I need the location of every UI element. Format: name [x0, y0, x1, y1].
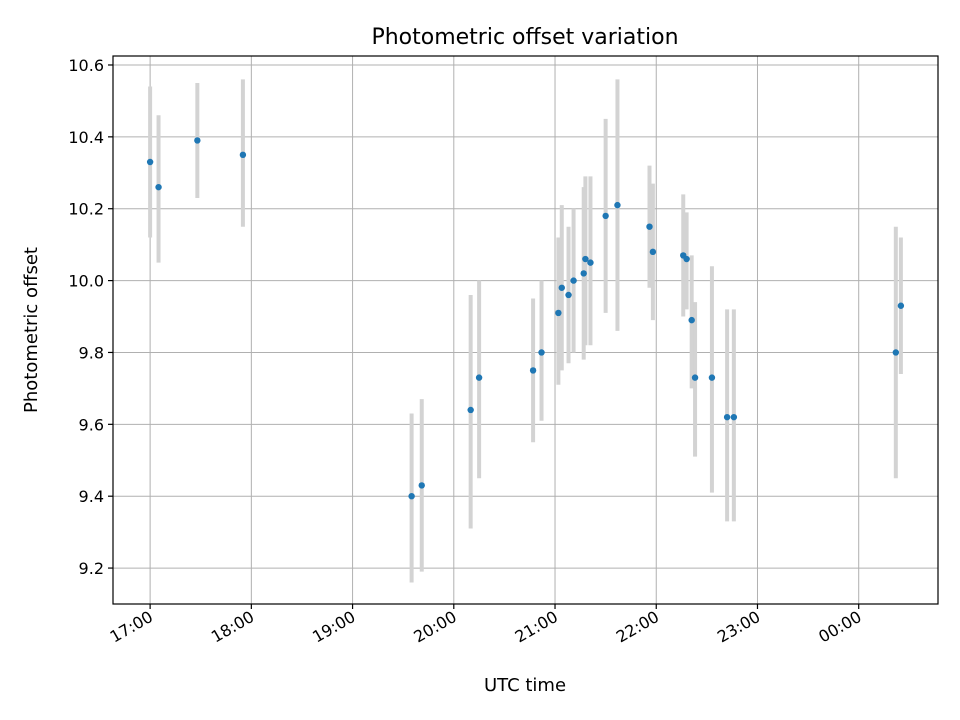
data-point	[408, 492, 415, 500]
data-point	[587, 259, 594, 266]
data-point	[897, 302, 905, 309]
data-point	[538, 349, 545, 356]
data-point	[555, 309, 562, 317]
data-point	[649, 248, 657, 256]
data-point	[723, 413, 731, 421]
y-tick-label: 10.6	[68, 56, 104, 75]
y-tick-label: 9.2	[79, 559, 104, 578]
plot-area-frame	[112, 55, 939, 605]
data-point	[194, 137, 201, 144]
axis-ticks	[108, 64, 860, 609]
y-tick-label: 10.4	[68, 128, 104, 147]
data-point	[529, 367, 537, 374]
data-point	[239, 151, 247, 159]
data-point	[475, 374, 483, 381]
data-point	[146, 158, 154, 166]
data-point	[602, 212, 609, 220]
data-point	[688, 316, 695, 324]
y-tick-label: 10.0	[68, 272, 104, 291]
y-tick-label: 9.8	[79, 343, 104, 362]
data-point	[691, 374, 699, 381]
data-point	[467, 406, 474, 414]
data-point	[418, 482, 425, 489]
chart-title: Photometric offset variation	[371, 25, 678, 50]
data-point	[683, 255, 690, 263]
x-axis-label: UTC time	[484, 675, 566, 696]
data-point	[646, 223, 653, 230]
data-point	[558, 284, 565, 291]
data-point	[570, 277, 577, 284]
y-tick-label: 10.2	[68, 200, 104, 219]
data-point	[892, 349, 900, 356]
data-point	[730, 413, 738, 421]
data-points	[146, 137, 905, 500]
data-point	[614, 201, 621, 209]
data-point	[582, 255, 589, 263]
data-point	[580, 270, 587, 277]
data-point	[155, 183, 162, 191]
data-point	[708, 374, 716, 381]
y-tick-label: 9.4	[79, 487, 104, 506]
y-tick-label: 9.6	[79, 415, 104, 434]
data-point	[565, 291, 572, 299]
y-axis-label: Photometric offset	[21, 247, 42, 413]
